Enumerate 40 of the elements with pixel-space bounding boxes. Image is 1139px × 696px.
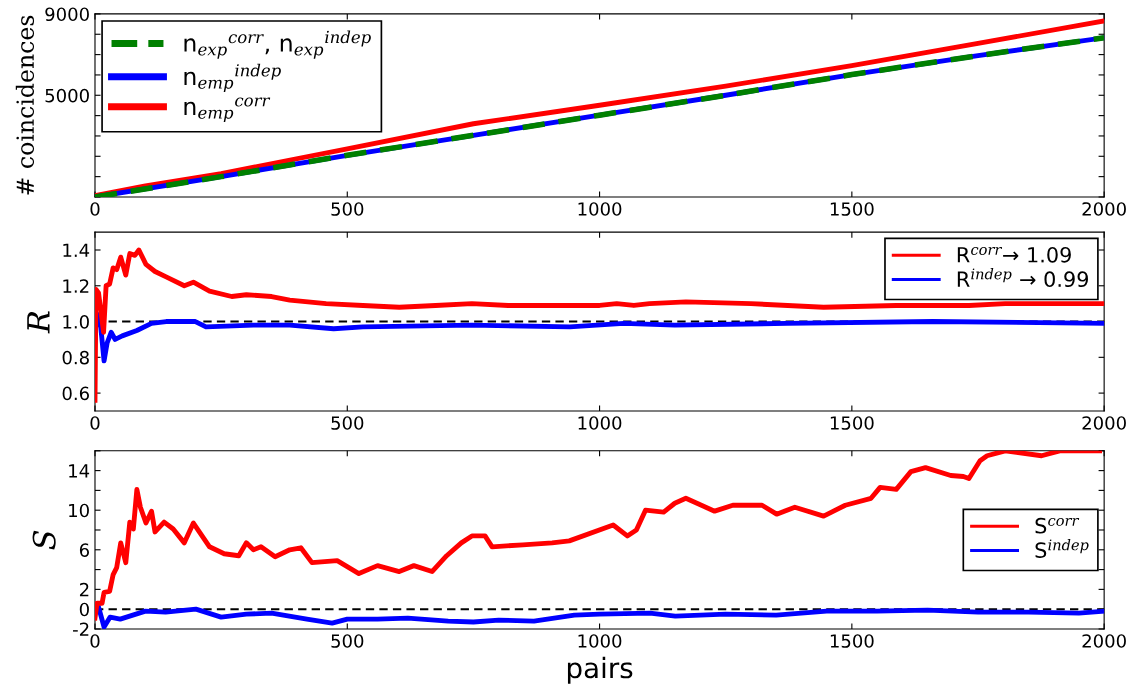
y-tick-label: -2: [73, 622, 89, 636]
x-tick-label: 500: [331, 416, 364, 430]
y-tick-label: 1.2: [63, 279, 89, 293]
x-tick-label: 1500: [830, 416, 874, 430]
x-tick-label: 1000: [578, 634, 622, 648]
x-tick-label: 1500: [830, 634, 874, 648]
legend-label: n$_{emp}$$^{indep}$: [184, 63, 281, 92]
y-tick-label: 1.4: [63, 243, 90, 257]
y-axis-title: # coincidences: [15, 15, 35, 195]
y-tick-label: 5000: [45, 88, 89, 103]
x-tick-label: 1000: [578, 202, 622, 216]
legend-label: S$^{corr}$: [1035, 517, 1080, 534]
y-tick-label: 10: [69, 503, 89, 518]
x-tick-label: 500: [331, 202, 364, 216]
y-tick-label: 0: [79, 602, 89, 617]
x-axis-title: pairs: [567, 656, 633, 684]
legend-label: S$^{indep}$: [1035, 539, 1089, 558]
x-tick-label: 0: [90, 202, 100, 216]
y-tick-label: 1.0: [63, 315, 89, 329]
y-tick-label: 14: [69, 464, 90, 478]
y-tick-label: 6: [79, 543, 89, 557]
x-tick-label: 0: [90, 634, 100, 648]
legend-label: n$_{exp}$$^{corr}$, n$_{exp}$$^{indep}$: [184, 30, 371, 59]
line-series: [94, 247, 1105, 403]
y-tick-label: 0.6: [62, 386, 89, 401]
y-tick-label: 9000: [45, 7, 89, 22]
x-tick-label: 1500: [830, 202, 874, 216]
legend-label: n$_{emp}$$^{corr}$: [184, 97, 271, 123]
legend-label: R$^{indep}$ → 0.99: [957, 268, 1088, 288]
x-tick-label: 500: [331, 634, 364, 648]
y-axis-title: S: [32, 530, 56, 550]
x-tick-label: 2000: [1082, 416, 1126, 430]
x-tick-label: 0: [90, 416, 100, 430]
y-tick-label: 0.8: [62, 350, 89, 365]
legend-label: R$^{corr}$→ 1.09: [957, 246, 1071, 263]
x-tick-label: 2000: [1082, 634, 1126, 648]
y-tick-label: 2: [79, 582, 89, 597]
x-tick-label: 2000: [1082, 202, 1126, 216]
y-axis-title: R: [27, 311, 50, 334]
x-tick-label: 1000: [578, 416, 622, 430]
